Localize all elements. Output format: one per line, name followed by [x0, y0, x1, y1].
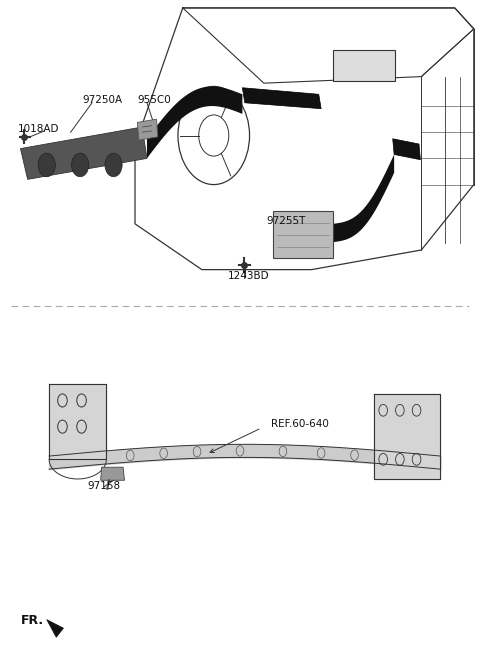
Polygon shape — [137, 119, 158, 140]
Text: 97158: 97158 — [87, 481, 120, 491]
Polygon shape — [101, 467, 124, 480]
Polygon shape — [21, 127, 147, 179]
Polygon shape — [49, 384, 107, 459]
Text: 1243BD: 1243BD — [228, 271, 270, 281]
Polygon shape — [147, 87, 242, 158]
Text: 97250A: 97250A — [83, 95, 123, 105]
Circle shape — [72, 153, 89, 177]
Polygon shape — [333, 154, 394, 242]
Text: 1018AD: 1018AD — [18, 124, 60, 134]
Polygon shape — [373, 394, 441, 479]
Text: 97255T: 97255T — [266, 215, 306, 226]
FancyBboxPatch shape — [333, 50, 395, 81]
Text: REF.60-640: REF.60-640 — [271, 419, 329, 428]
Circle shape — [105, 153, 122, 177]
Text: FR.: FR. — [21, 614, 44, 627]
FancyBboxPatch shape — [274, 212, 333, 258]
Polygon shape — [242, 88, 321, 108]
Polygon shape — [393, 139, 420, 160]
Polygon shape — [47, 620, 63, 637]
Text: 955C0: 955C0 — [137, 95, 171, 105]
Circle shape — [38, 153, 55, 177]
